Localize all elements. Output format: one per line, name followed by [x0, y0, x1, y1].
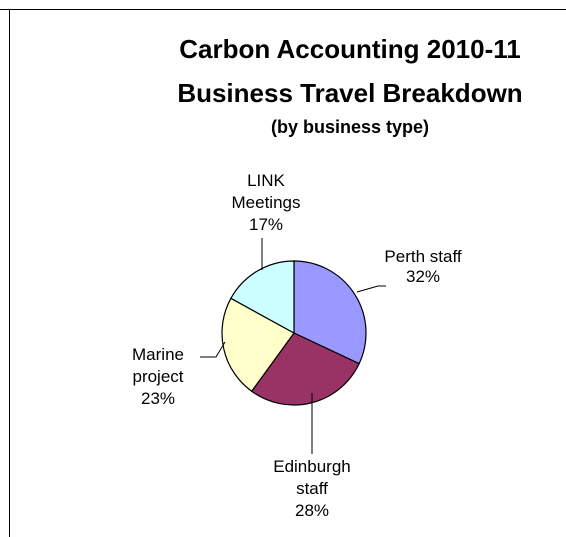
leader-line-marine-project [200, 341, 226, 358]
slice-name-label: staff [296, 479, 328, 498]
slice-label-perth-staff: Perth staff 32% [384, 247, 461, 286]
slice-name-label: Edinburgh [273, 457, 351, 476]
slice-name-label: LINK [247, 171, 285, 190]
leader-lines [200, 238, 386, 454]
chart-title-line-2: Business Travel Breakdown [177, 78, 522, 108]
pie-slice-perth-staff [293, 260, 367, 365]
slice-name-label: Marine [132, 345, 184, 364]
slice-label-marine-project: Marine project 23% [132, 345, 184, 408]
pie-slices [221, 260, 367, 406]
chart-subtitle: (by business type) [271, 117, 429, 137]
pie-slice-link-meetings [230, 260, 295, 335]
leader-line-perth-staff [356, 285, 386, 293]
slice-percent-label: 32% [406, 267, 440, 286]
slice-percent-label: 23% [141, 389, 175, 408]
slice-percent-label: 17% [249, 215, 283, 234]
slice-name-label: Perth staff [384, 247, 461, 266]
slice-label-edinburgh-staff: Edinburgh staff 28% [273, 457, 351, 520]
pie-slice-marine-project [221, 297, 295, 393]
chart-title: Carbon Accounting 2010-11 [179, 34, 520, 64]
slice-name-label: project [132, 367, 183, 386]
slice-labels: Perth staff 32% Edinburgh staff 28% Marine pro… [132, 171, 462, 520]
slice-name-label: Meetings [232, 193, 301, 212]
slice-percent-label: 28% [295, 501, 329, 520]
slice-label-link-meetings: LINK Meetings 17% [232, 171, 301, 234]
